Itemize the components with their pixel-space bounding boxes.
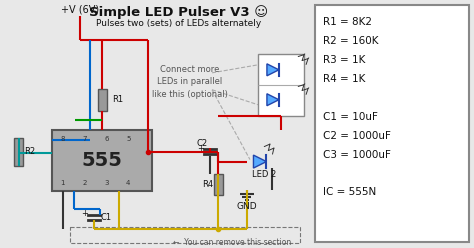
- Text: R4 = 1K: R4 = 1K: [323, 74, 365, 84]
- Text: +: +: [82, 209, 88, 218]
- Text: R2 = 160K: R2 = 160K: [323, 36, 378, 46]
- Text: R4: R4: [202, 180, 213, 189]
- Text: Pulses two (sets) of LEDs alternately: Pulses two (sets) of LEDs alternately: [96, 19, 261, 29]
- Text: 7: 7: [82, 136, 87, 142]
- Bar: [98, 89, 107, 111]
- Text: C1 = 10uF: C1 = 10uF: [323, 112, 378, 122]
- Bar: [71, 227, 300, 243]
- Text: +: +: [197, 144, 204, 153]
- Text: C1: C1: [100, 213, 111, 222]
- Text: IC = 555N: IC = 555N: [323, 187, 376, 197]
- Text: Simple LED Pulser V3 ☺: Simple LED Pulser V3 ☺: [89, 5, 268, 19]
- Text: 4: 4: [126, 180, 130, 186]
- Text: 2: 2: [82, 180, 87, 186]
- Text: Connect more
LEDs in parallel
like this (optional): Connect more LEDs in parallel like this …: [152, 65, 228, 99]
- Polygon shape: [267, 94, 279, 106]
- Text: LED 2: LED 2: [252, 170, 276, 179]
- Text: +V (6V): +V (6V): [61, 5, 100, 15]
- Text: 1: 1: [60, 180, 65, 186]
- Bar: [53, 130, 152, 191]
- Text: C2 = 1000uF: C2 = 1000uF: [323, 131, 391, 141]
- Text: R1: R1: [112, 95, 123, 104]
- Text: R1 = 8K2: R1 = 8K2: [323, 17, 372, 27]
- Text: 3: 3: [104, 180, 109, 186]
- Text: C2: C2: [196, 139, 207, 148]
- Text: R2: R2: [25, 147, 36, 156]
- Text: 5: 5: [126, 136, 130, 142]
- Text: 6: 6: [104, 136, 109, 142]
- Bar: [315, 5, 469, 242]
- Text: 555: 555: [82, 151, 123, 170]
- Polygon shape: [267, 64, 279, 76]
- Text: R3 = 1K: R3 = 1K: [323, 55, 365, 65]
- Text: ←  You can remove this section: ← You can remove this section: [173, 238, 291, 247]
- Bar: [258, 54, 304, 116]
- Text: C3 = 1000uF: C3 = 1000uF: [323, 150, 391, 160]
- Polygon shape: [254, 155, 266, 168]
- Text: GND: GND: [237, 202, 257, 211]
- Bar: [214, 174, 222, 195]
- Bar: [14, 138, 23, 166]
- Text: 8: 8: [60, 136, 65, 142]
